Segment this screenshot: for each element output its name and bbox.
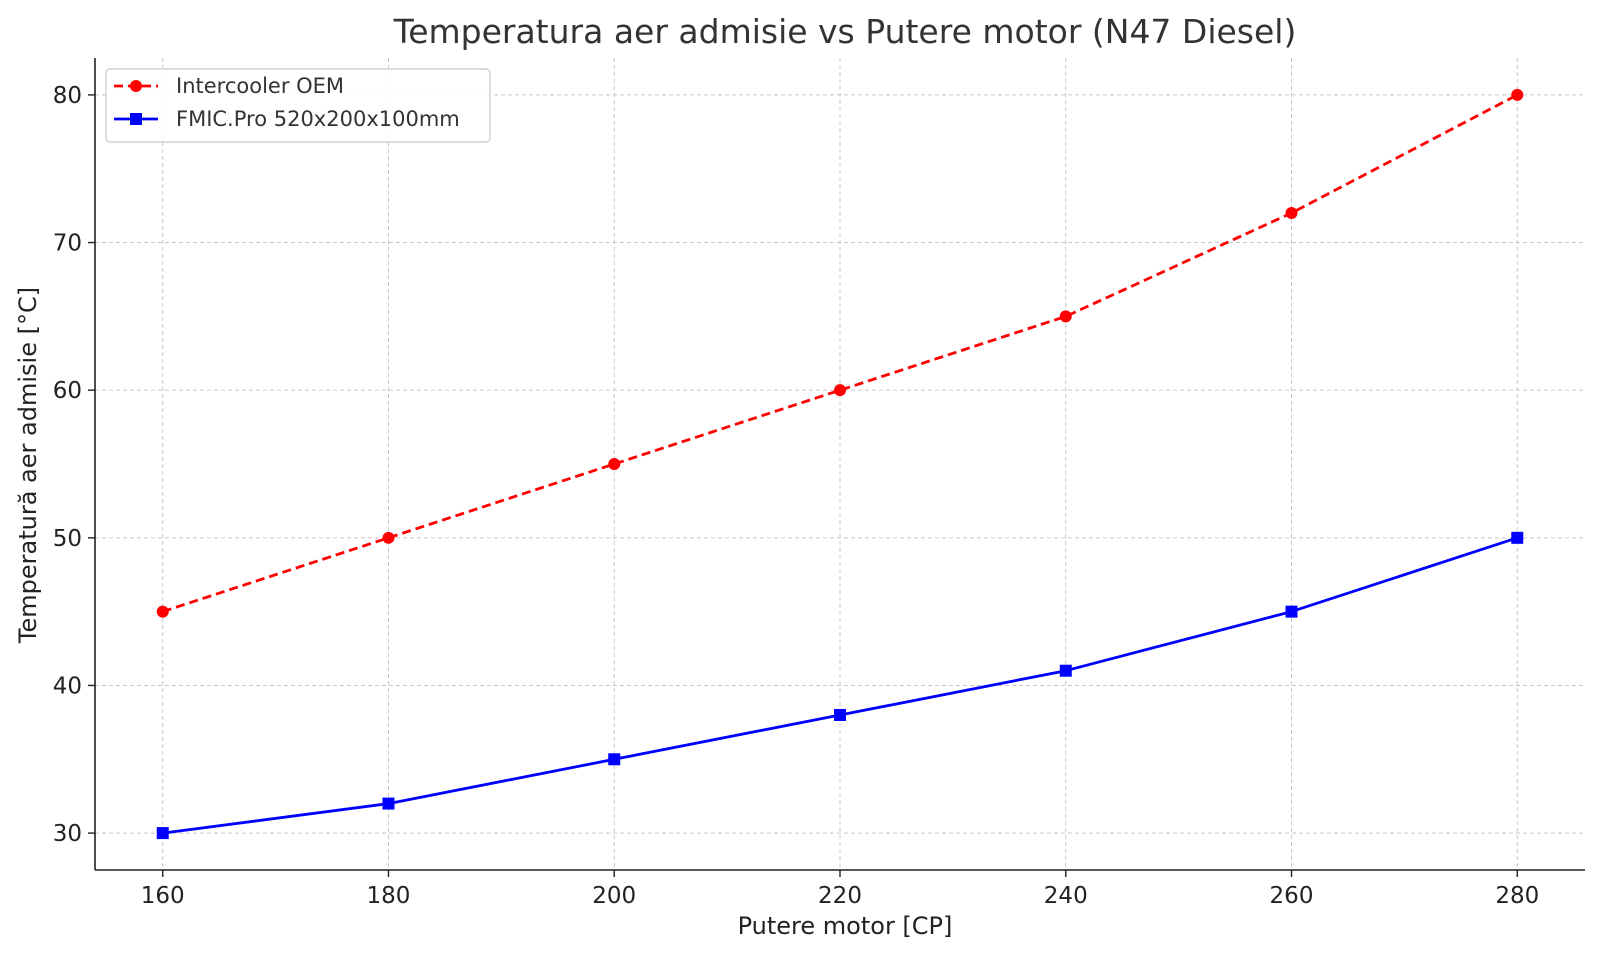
y-tick-label: 60 xyxy=(53,378,82,404)
data-point xyxy=(608,753,621,766)
legend: Intercooler OEM FMIC.Pro 520x200x100mm xyxy=(105,68,491,143)
legend-box xyxy=(105,68,491,143)
axes: 160 180 200 220 240 260 280 30 40 50 60 70 80 xyxy=(53,58,1585,909)
data-point xyxy=(1059,664,1072,677)
data-point xyxy=(608,458,621,470)
series-1 xyxy=(156,88,1524,618)
x-axis-title: Putere motor [CP] xyxy=(738,912,953,940)
data-point xyxy=(834,384,846,397)
data-point xyxy=(1059,310,1072,323)
chart-title: Temperatura aer admisie vs Putere motor … xyxy=(393,12,1297,51)
series-layer xyxy=(156,88,1524,840)
x-tick-label: 240 xyxy=(1044,883,1088,909)
x-tick-label: 200 xyxy=(592,883,636,909)
data-point xyxy=(834,708,846,721)
y-axis-title: Temperatură aer admisie [°C] xyxy=(14,287,42,644)
legend-marker xyxy=(130,80,142,92)
x-tick-label: 160 xyxy=(141,883,185,909)
series-2 xyxy=(156,531,1524,840)
data-point xyxy=(1285,605,1298,618)
y-tick-label: 80 xyxy=(53,83,82,109)
data-point xyxy=(382,531,395,544)
x-tick-label: 220 xyxy=(818,883,862,909)
data-point xyxy=(156,827,169,840)
x-tick-label: 260 xyxy=(1270,883,1314,909)
data-point xyxy=(1285,207,1298,220)
y-tick-label: 40 xyxy=(53,673,82,699)
y-tick-label: 70 xyxy=(53,231,82,257)
legend-label: FMIC.Pro 520x200x100mm xyxy=(176,107,460,131)
grid xyxy=(95,58,1585,870)
y-tick-label: 50 xyxy=(53,526,82,552)
data-point xyxy=(382,797,395,810)
data-point xyxy=(1511,88,1524,101)
x-tick-label: 280 xyxy=(1495,883,1539,909)
x-tick-label: 180 xyxy=(367,883,411,909)
data-point xyxy=(156,605,169,618)
legend-marker xyxy=(130,113,142,125)
y-tick-label: 30 xyxy=(53,821,82,847)
data-point xyxy=(1511,531,1524,544)
legend-label: Intercooler OEM xyxy=(176,74,344,98)
